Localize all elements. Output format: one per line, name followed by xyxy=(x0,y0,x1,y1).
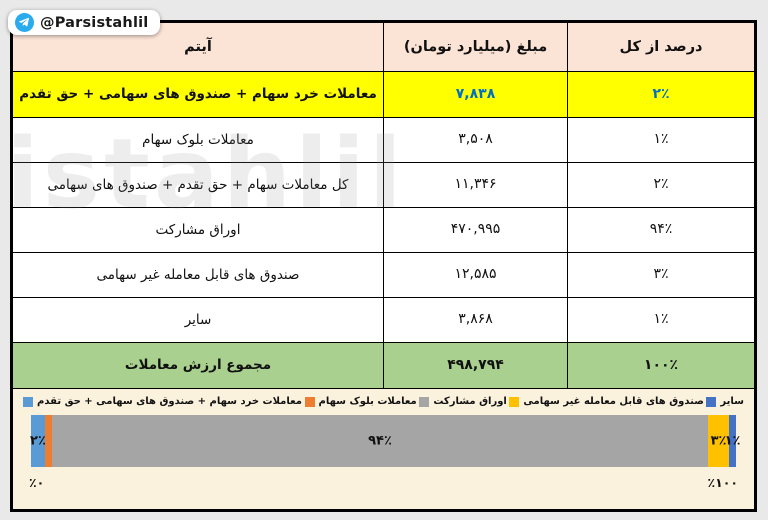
row-percent: ۱٪ xyxy=(653,131,669,148)
row-item-label: صندوق های قابل معامله غیر سهامی xyxy=(13,253,384,297)
row-percent: ۲٪ xyxy=(653,176,669,193)
legend-swatch xyxy=(304,396,315,407)
total-amount: ۴۹۸,۷۹۴ xyxy=(384,343,568,388)
total-label: مجموع ارزش معاملات xyxy=(13,343,384,388)
table-total-row: مجموع ارزش معاملات ۴۹۸,۷۹۴ ۱۰۰٪ xyxy=(13,343,754,389)
table-row: سایر ۳,۸۶۸ ۱٪ xyxy=(13,298,754,343)
header-item: آیتم xyxy=(13,23,384,71)
row-item-label: معاملات بلوک سهام xyxy=(13,118,384,162)
telegram-channel-badge[interactable]: @Parsistahlil xyxy=(8,10,161,35)
legend-swatch xyxy=(509,396,520,407)
bar-segment: ۲٪ xyxy=(30,415,46,467)
legend-item: اوراق مشارکت xyxy=(419,396,507,407)
chart-legend: سایر صندوق های قابل معامله غیر سهامی اور… xyxy=(23,396,744,407)
header-amount: مبلغ (میلیارد تومان) xyxy=(384,23,568,71)
header-percent: درصد از کل xyxy=(619,38,703,55)
bar-segment: ۹۴٪ xyxy=(51,415,709,467)
legend-label: سایر xyxy=(720,396,744,407)
row-amount: ۳,۸۶۸ xyxy=(384,298,568,342)
bar-segment xyxy=(44,415,52,467)
legend-item: سایر xyxy=(706,396,744,407)
segment-label: ۱٪ xyxy=(724,433,741,449)
bar-segment: ۳٪ xyxy=(708,415,730,467)
axis-max-label: ٪۱۰۰ xyxy=(707,475,738,490)
row-amount: ۱۱,۳۴۶ xyxy=(384,163,568,207)
report-frame: آیتم مبلغ (میلیارد تومان) درصد از کل معا… xyxy=(10,20,757,512)
legend-label: صندوق های قابل معامله غیر سهامی xyxy=(523,396,704,407)
table-row: معاملات خرد سهام + صندوق های سهامی + حق … xyxy=(13,72,754,118)
axis-min-label: ٪۰ xyxy=(29,475,45,490)
legend-label: معاملات بلوک سهام xyxy=(318,396,417,407)
row-percent: ۱٪ xyxy=(653,311,669,328)
row-item-label: معاملات خرد سهام + صندوق های سهامی + حق … xyxy=(13,72,384,117)
row-amount: ۷,۸۳۸ xyxy=(384,72,568,117)
x-axis: ٪۰ ٪۱۰۰ xyxy=(29,475,738,490)
segment-label: ۹۴٪ xyxy=(368,433,392,449)
stacked-bar: ۲٪ ۹۴٪ ۳٪ ۱٪ xyxy=(30,415,740,467)
row-amount: ۴۷۰,۹۹۵ xyxy=(384,208,568,252)
table-row: صندوق های قابل معامله غیر سهامی ۱۲,۵۸۵ ۳… xyxy=(13,253,754,298)
telegram-icon xyxy=(15,13,34,32)
legend-item: معاملات بلوک سهام xyxy=(304,396,417,407)
table-row: کل معاملات سهام + حق تقدم + صندوق های سه… xyxy=(13,163,754,208)
legend-swatch xyxy=(706,396,717,407)
legend-swatch xyxy=(23,396,34,407)
legend-label: معاملات خرد سهام + صندوق های سهامی + حق … xyxy=(37,396,302,407)
row-item-label: سایر xyxy=(13,298,384,342)
row-amount: ۱۲,۵۸۵ xyxy=(384,253,568,297)
stacked-bar-chart: سایر صندوق های قابل معامله غیر سهامی اور… xyxy=(13,389,754,509)
bar-segment: ۱٪ xyxy=(725,415,740,467)
table-row: اوراق مشارکت ۴۷۰,۹۹۵ ۹۴٪ xyxy=(13,208,754,253)
table-row: معاملات بلوک سهام ۳,۵۰۸ ۱٪ xyxy=(13,118,754,163)
row-amount: ۳,۵۰۸ xyxy=(384,118,568,162)
legend-item: صندوق های قابل معامله غیر سهامی xyxy=(509,396,704,407)
row-item-label: کل معاملات سهام + حق تقدم + صندوق های سه… xyxy=(13,163,384,207)
channel-handle: @Parsistahlil xyxy=(40,14,149,31)
legend-item: معاملات خرد سهام + صندوق های سهامی + حق … xyxy=(23,396,302,407)
legend-swatch xyxy=(419,396,430,407)
row-percent: ۹۴٪ xyxy=(649,221,673,238)
row-item-label: اوراق مشارکت xyxy=(13,208,384,252)
total-percent: ۱۰۰٪ xyxy=(643,356,679,373)
row-percent: ۳٪ xyxy=(653,266,669,283)
legend-label: اوراق مشارکت xyxy=(433,396,507,407)
segment-label: ۳٪ xyxy=(710,433,727,449)
segment-label: ۲٪ xyxy=(30,433,46,449)
row-percent: ۲٪ xyxy=(652,85,670,102)
